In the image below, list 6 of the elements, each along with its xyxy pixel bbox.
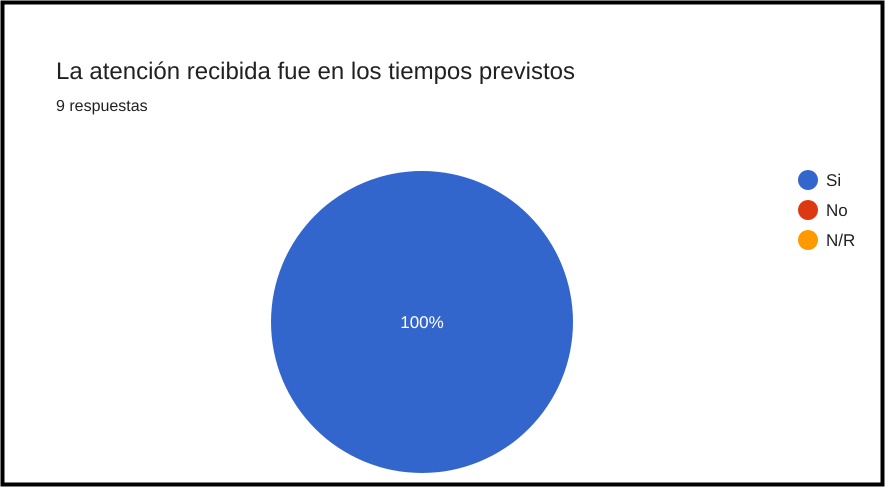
data-label: 100% <box>400 312 444 332</box>
legend-label: Si <box>826 170 842 190</box>
legend-label: N/R <box>826 230 856 250</box>
chart-title: La atención recibida fue en los tiempos previstos <box>56 58 575 85</box>
legend-label: No <box>826 200 848 220</box>
text: 9 respuestas <box>56 98 148 115</box>
